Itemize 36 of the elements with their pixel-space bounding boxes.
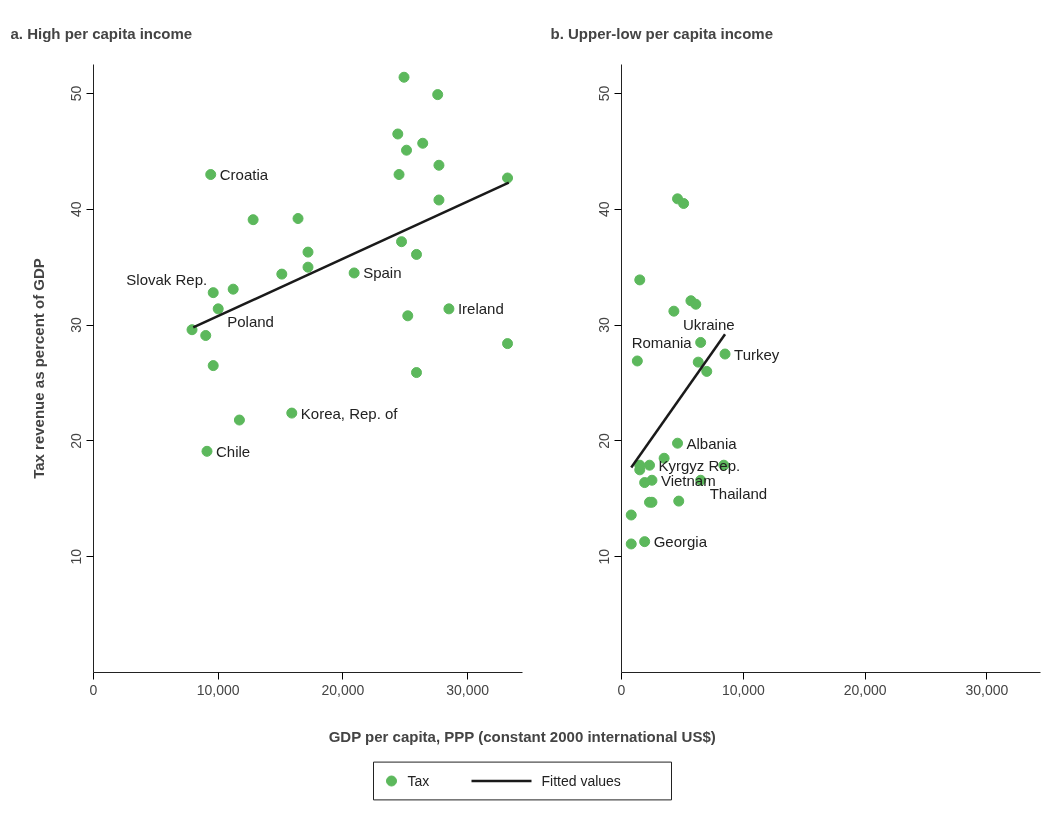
annotation: Georgia <box>653 533 708 551</box>
annotation: Poland <box>227 313 274 331</box>
x-tick-label: 0 <box>89 681 98 698</box>
x-tick-label: 20,000 <box>321 681 365 698</box>
x-axis-title: GDP per capita, PPP (constant 2000 international US$) <box>328 727 716 745</box>
annotation: Turkey <box>734 345 780 363</box>
y-axis-title: Tax revenue as percent of GDP <box>29 258 47 479</box>
y-tick-label: 20 <box>596 432 613 449</box>
annotation: Spain <box>363 264 402 282</box>
y-tick-label: 50 <box>68 85 85 102</box>
y-tick-label: 50 <box>596 85 613 102</box>
y-tick-label: 40 <box>68 201 85 218</box>
legend-label: Tax <box>407 773 430 789</box>
y-tick-label: 20 <box>68 432 85 449</box>
legend-label: Fitted values <box>541 773 621 789</box>
x-tick-label: 0 <box>617 681 626 698</box>
x-tick-label: 20,000 <box>843 681 887 698</box>
annotation: Croatia <box>219 166 269 184</box>
annotation: Ukraine <box>682 315 735 333</box>
x-tick-label: 30,000 <box>446 681 490 698</box>
y-tick-label: 40 <box>596 201 613 218</box>
y-tick-label: 10 <box>596 548 613 565</box>
x-tick-label: 30,000 <box>965 681 1009 698</box>
annotation: Ireland <box>457 300 504 318</box>
chart-title: b. Upper-low per capita income <box>550 25 774 42</box>
chart-title: a. High per capita income <box>10 25 193 42</box>
annotation: Albania <box>686 434 738 452</box>
annotation: Korea, Rep. of <box>300 404 399 422</box>
x-tick-label: 10,000 <box>721 681 765 698</box>
y-tick-label: 10 <box>68 548 85 565</box>
x-tick-label: 10,000 <box>196 681 240 698</box>
annotation: Chile <box>215 442 251 460</box>
annotation: Slovak Rep. <box>126 271 208 289</box>
annotation: Romania <box>631 333 693 351</box>
y-tick-label: 30 <box>596 317 613 333</box>
y-tick-label: 30 <box>68 317 85 333</box>
